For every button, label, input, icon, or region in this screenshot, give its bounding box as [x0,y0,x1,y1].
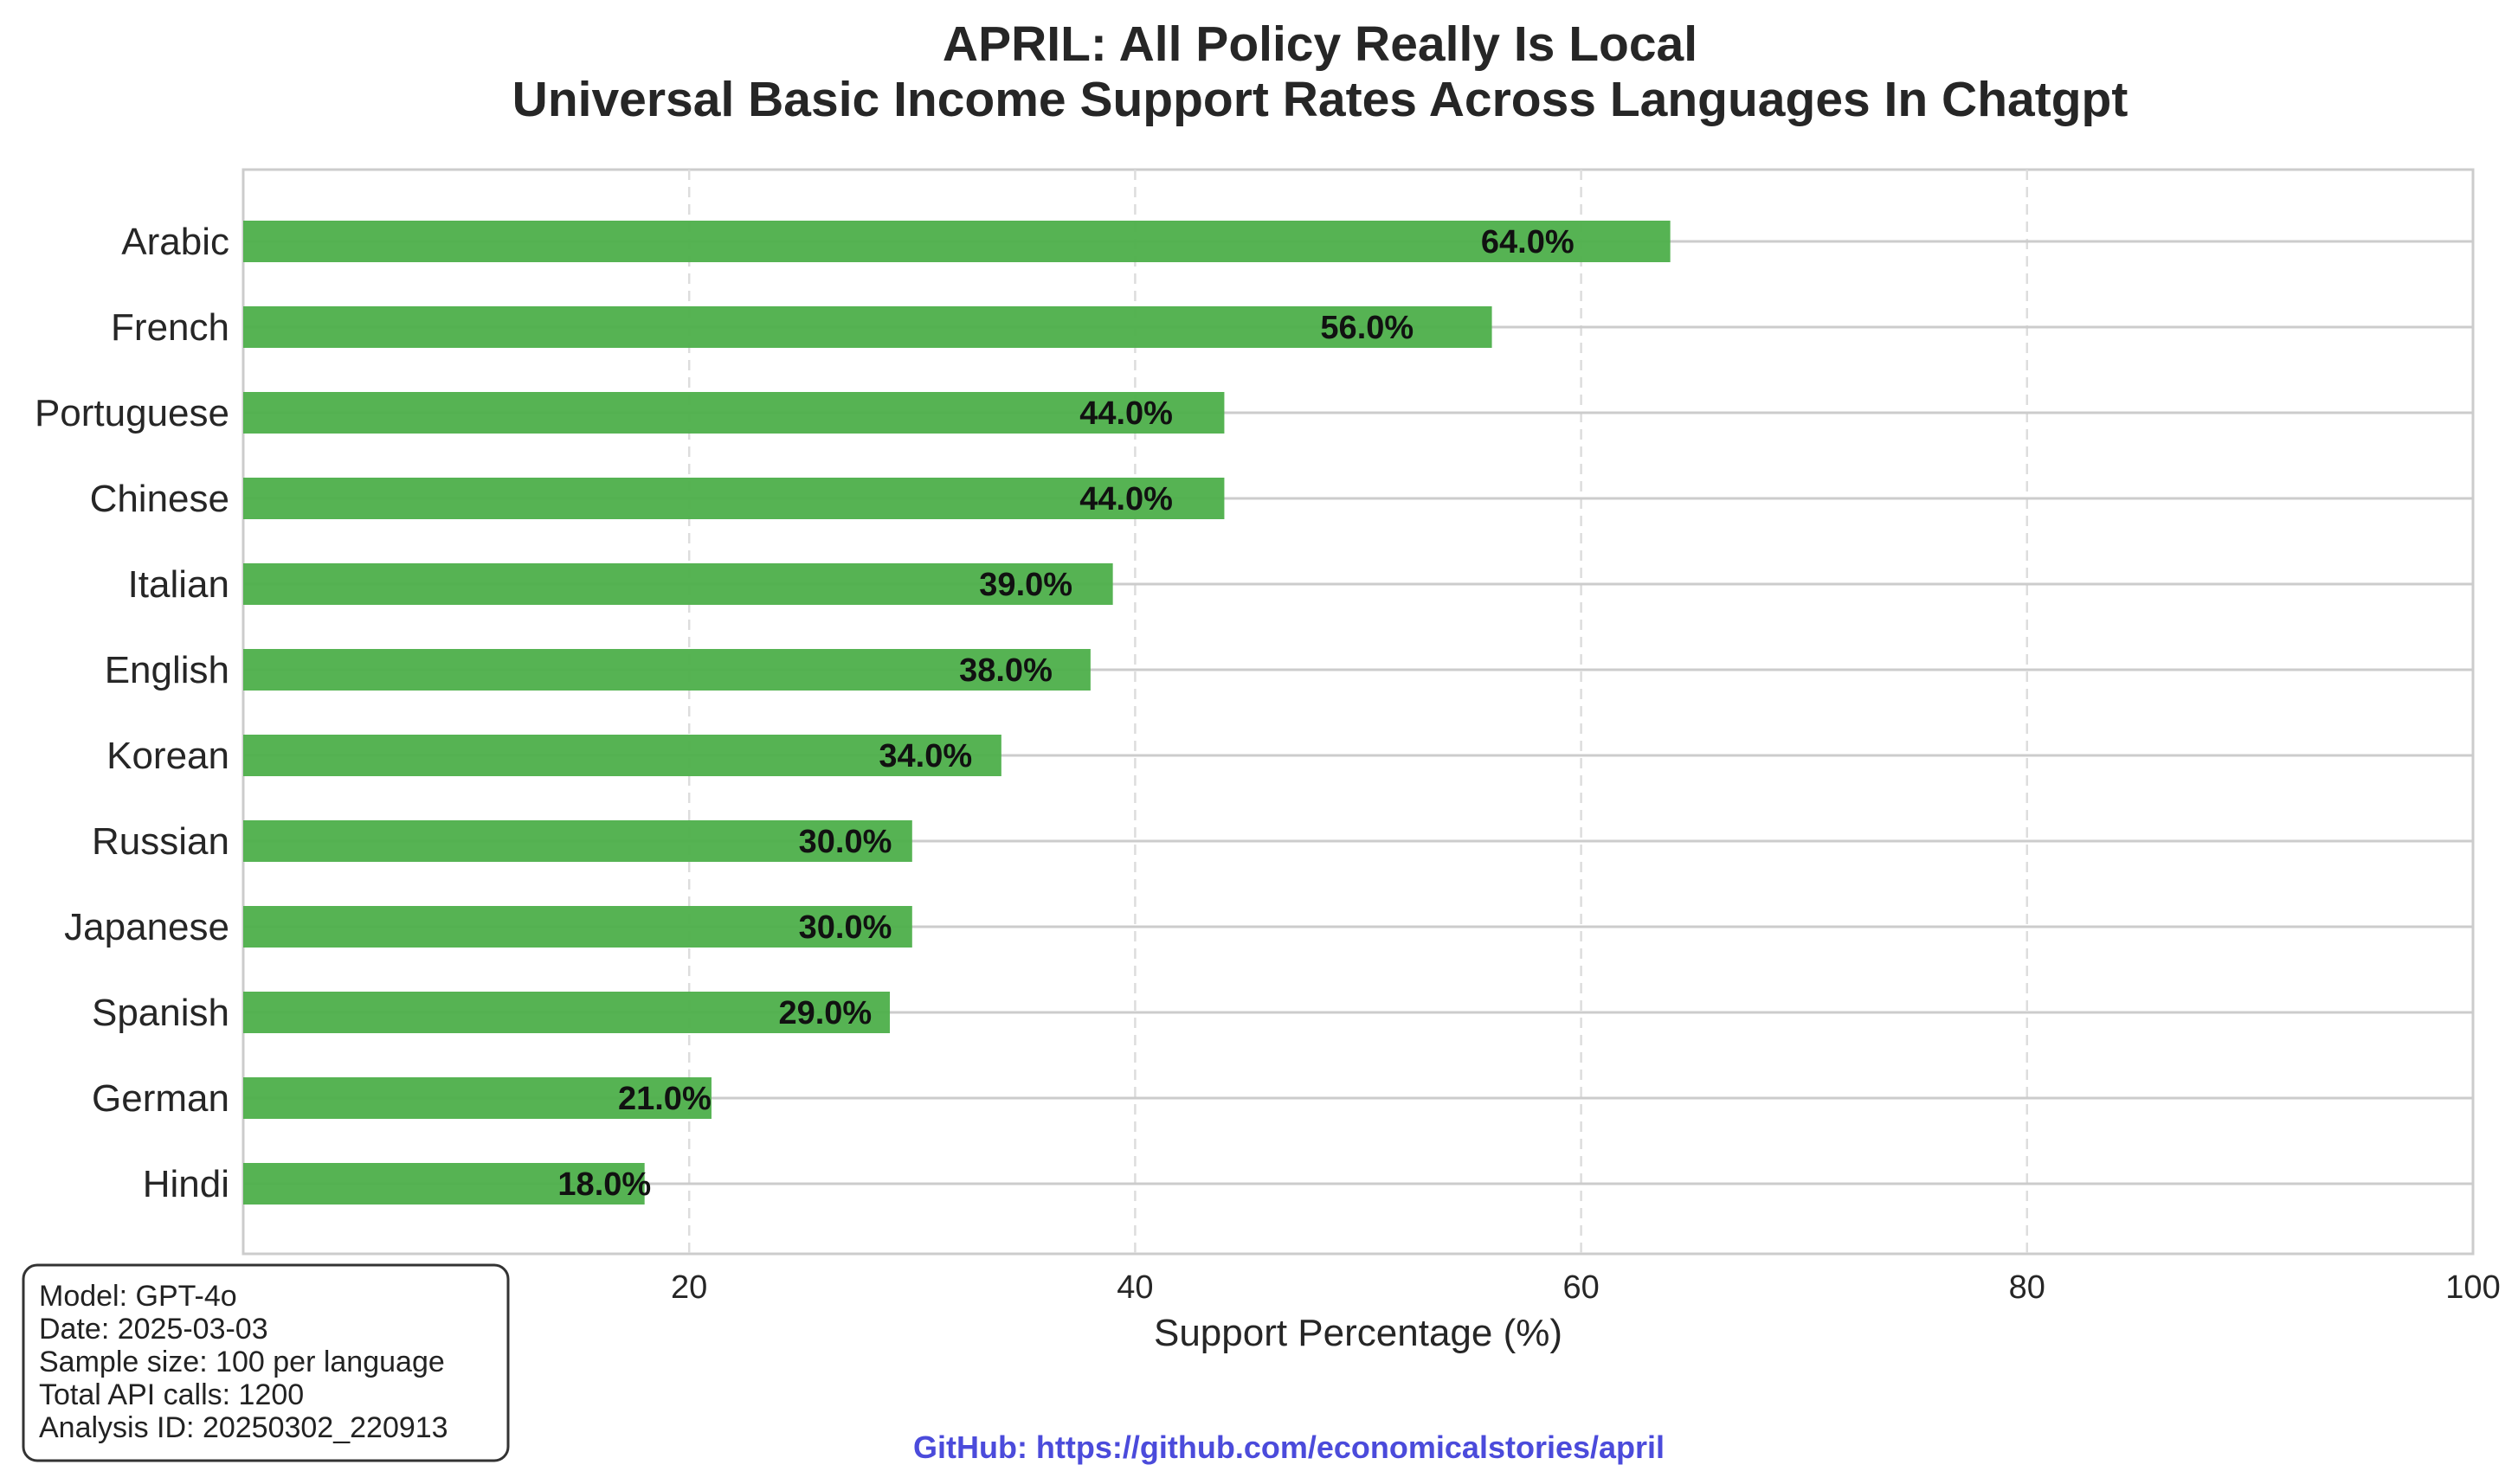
bar-value-label: 18.0% [557,1166,651,1203]
x-tick-label: 20 [671,1269,707,1306]
bar [243,392,1225,434]
bar-value-label: 21.0% [618,1081,712,1117]
bar [243,478,1225,519]
chart-title: APRIL: All Policy Really Is Local [943,16,1697,72]
bar-value-label: 56.0% [1320,310,1414,346]
github-link[interactable]: GitHub: https://github.com/economicalsto… [913,1429,1665,1465]
plot-area [241,168,2475,1256]
x-tick-label: 80 [2009,1269,2045,1306]
category-label: German [92,1077,229,1120]
category-label: Hindi [143,1163,229,1205]
bar-value-label: 44.0% [1079,481,1173,517]
bar [243,820,912,862]
info-line: Total API calls: 1200 [39,1378,304,1411]
bar [243,1077,712,1119]
category-label: Arabic [121,221,229,263]
bar [243,563,1113,605]
bar [243,649,1091,691]
bar-value-label: 39.0% [979,567,1072,603]
bar-value-label: 64.0% [1481,224,1575,260]
category-label: Japanese [64,906,229,948]
bars [243,221,1671,1205]
chart-subtitle: Universal Basic Income Support Rates Acr… [512,72,2128,127]
category-label: English [105,649,229,691]
info-line: Sample size: 100 per language [39,1346,445,1378]
bar [243,1163,645,1205]
bar [243,735,1001,776]
x-tick-label: 100 [2445,1269,2500,1306]
category-axis: Arabic French Portuguese Chinese Italian Engl… [35,221,229,1205]
bar-value-label: 44.0% [1079,395,1173,432]
category-label: Spanish [92,992,229,1034]
info-line: Analysis ID: 20250302_220913 [39,1411,448,1444]
category-label: Italian [128,563,229,606]
x-tick-label: 40 [1117,1269,1153,1306]
bar-value-label: 38.0% [959,652,1053,689]
bar [243,992,891,1033]
category-label: Chinese [90,478,229,520]
data-labels: 64.0% 56.0% 44.0% 44.0% 39.0% 38.0% 34.0% 30.0%… [557,224,1574,1203]
category-label: Portuguese [35,392,229,434]
bar-value-label: 30.0% [799,824,892,860]
info-line: Date: 2025-03-03 [39,1313,268,1346]
bar-value-label: 30.0% [799,909,892,946]
category-label: Korean [106,735,229,777]
category-label: Russian [92,820,229,863]
bar-value-label: 34.0% [879,738,972,774]
bar-value-label: 29.0% [778,995,872,1031]
x-axis-ticks: 020406080100 [234,1269,2500,1306]
bar [243,306,1492,348]
x-axis-label: Support Percentage (%) [1154,1312,1562,1354]
x-tick-label: 60 [1562,1269,1599,1306]
bar [243,221,1671,262]
bar [243,906,912,948]
category-label: French [111,306,229,349]
info-line: Model: GPT-4o [39,1280,237,1313]
